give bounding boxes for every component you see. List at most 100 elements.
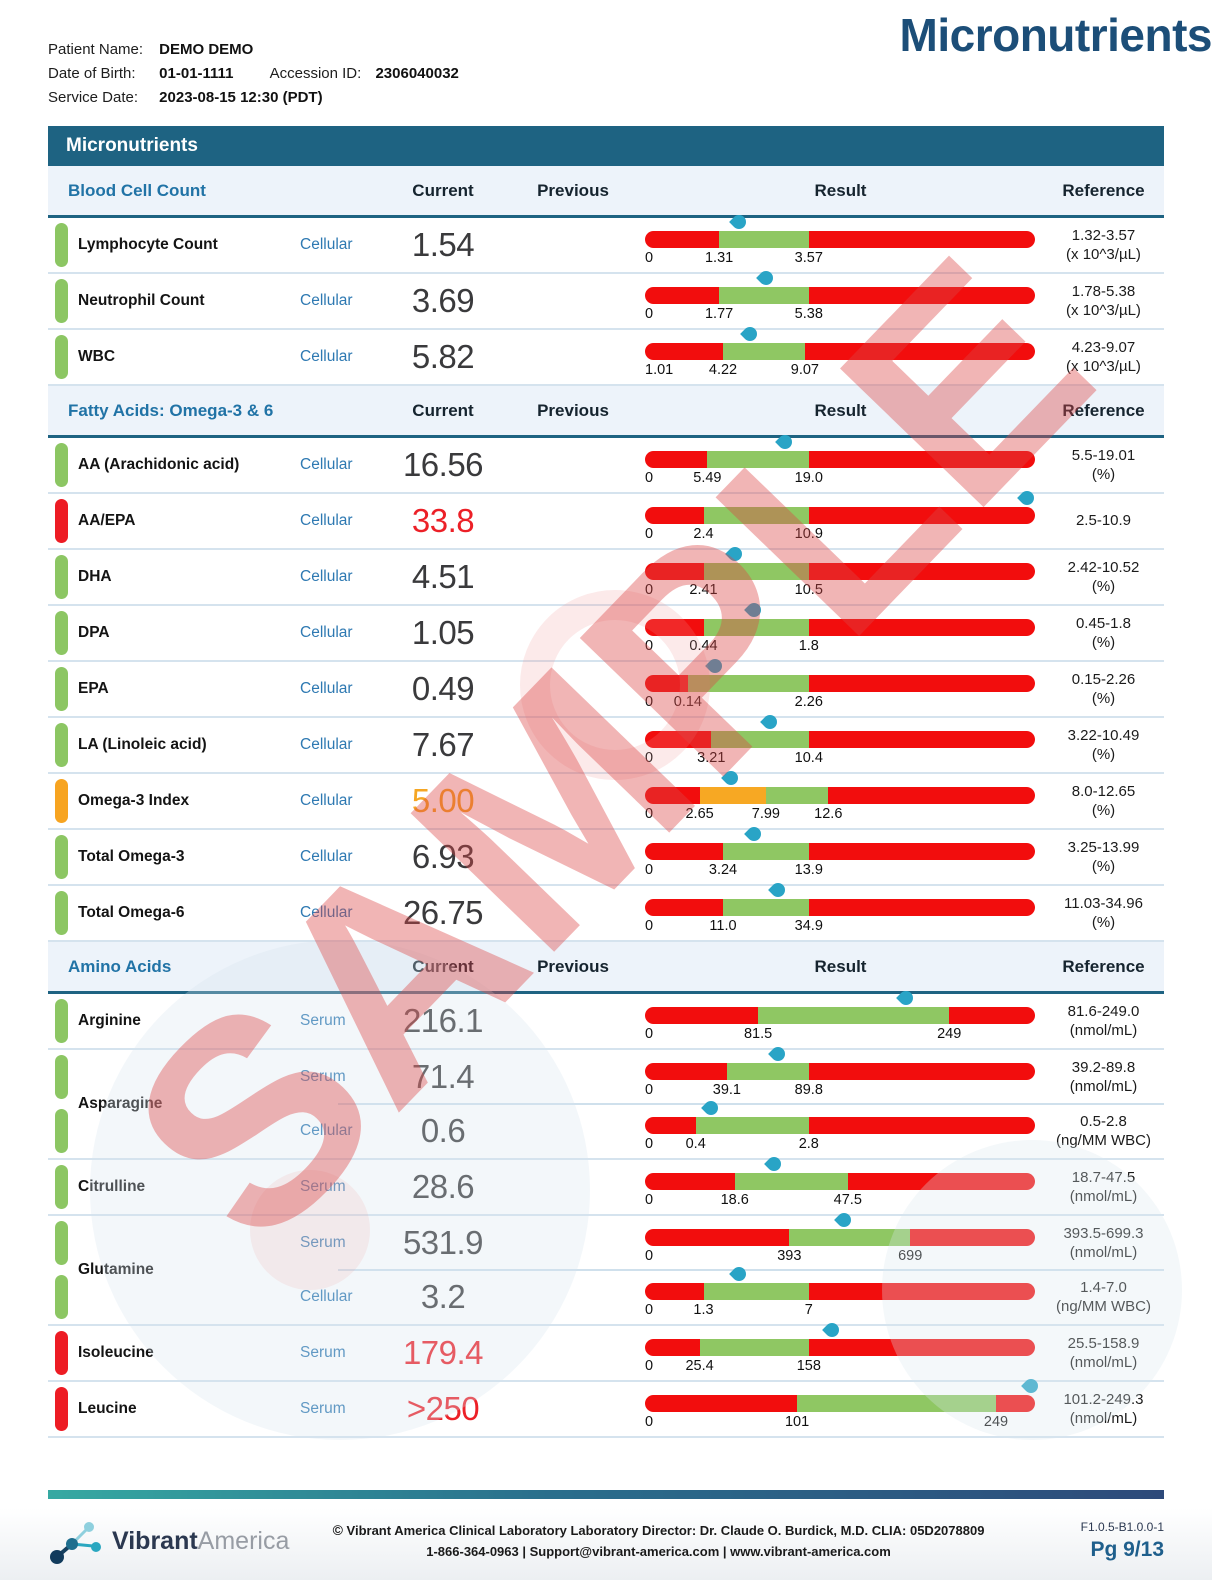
tick-label: 4.22 — [708, 362, 738, 378]
reference: 0.5-2.8 (ng/MM WBC) — [1043, 1112, 1164, 1151]
result-bar-wrap: 0 5.49 19.0 — [638, 432, 1043, 492]
reference: 25.5-158.9 (nmol/mL) — [1043, 1334, 1164, 1373]
bar-segment — [645, 1117, 696, 1134]
test-name: Isoleucine — [78, 1344, 154, 1362]
tick-label: 0 — [645, 306, 654, 322]
sample-type: Cellular — [300, 512, 353, 529]
tick-label: 5.49 — [693, 470, 722, 486]
bar-segment — [949, 1007, 1035, 1024]
accent-bar — [55, 443, 68, 487]
result-bar-wrap: 0 2.4 10.9 — [638, 488, 1043, 548]
test-row: DPA Cellular 1.05 0 0.44 1.8 0.45-1.8 (%) — [48, 600, 1164, 662]
bar-segment — [703, 1283, 809, 1300]
sample-type: Serum — [300, 1068, 346, 1085]
measure-row: Cellular 33.8 0 2.4 10.9 2.5-10.9 — [48, 488, 1164, 548]
tick-label: 3.21 — [697, 750, 726, 766]
result-bar — [645, 843, 1035, 860]
results-table: Blood Cell Count Current Previous Result Ref… — [48, 166, 1164, 1438]
test-name: LA (Linoleic acid) — [78, 736, 207, 754]
tick-label: 0 — [645, 750, 654, 766]
reference: 1.4-7.0 (ng/MM WBC) — [1043, 1278, 1164, 1317]
reference-range: 25.5-158.9 — [1067, 1334, 1140, 1352]
result-bar-area: 0 3.24 13.9 — [645, 824, 1035, 884]
sample-type: Serum — [300, 1344, 346, 1361]
current-value: 33.8 — [411, 502, 475, 539]
tick-label: 81.5 — [743, 1026, 773, 1042]
bar-segment — [847, 1173, 1035, 1190]
reference-range: 101.2-249.3 — [1063, 1390, 1144, 1408]
reference: 0.45-1.8 (%) — [1043, 614, 1164, 653]
lab-director-line: Vibrant America Clinical Laboratory Labo… — [346, 1523, 985, 1538]
current-value: 71.4 — [411, 1058, 475, 1095]
service-date-value: 2023-08-15 12:30 (PDT) — [159, 89, 323, 106]
result-bar-wrap: 0 39.1 89.8 — [638, 1044, 1043, 1104]
accession-value: 2306040032 — [375, 65, 459, 82]
reference-range: 0.5-2.8 — [1080, 1112, 1127, 1130]
bar-segment — [808, 1063, 1035, 1080]
reference-unit: (x 10^3/µL) — [1066, 246, 1141, 263]
subrow-divider — [338, 1269, 1164, 1271]
result-bar-area: 0 11.0 34.9 — [645, 880, 1035, 940]
bar-segment — [808, 1339, 1035, 1356]
reference-unit: (nmol/mL) — [1069, 1410, 1138, 1427]
report-section-band: Micronutrients — [48, 126, 1164, 166]
result-bar-wrap: 0 2.65 7.99 12.6 — [638, 768, 1043, 828]
tick-label: 0 — [645, 1358, 654, 1374]
tick-label: 0 — [645, 694, 654, 710]
reference-range: 0.15-2.26 — [1071, 670, 1136, 688]
test-name: Omega-3 Index — [78, 792, 190, 810]
test-row: EPA Cellular 0.49 0 0.14 2.26 0.15-2.26 (%) — [48, 656, 1164, 718]
bar-segment — [703, 507, 809, 524]
result-bar-wrap: 0 18.6 47.5 — [638, 1154, 1043, 1214]
tick-label: 1.31 — [704, 250, 734, 266]
test-name: Neutrophil Count — [78, 292, 205, 310]
bar-segment — [645, 675, 688, 692]
tick-label: 0 — [645, 806, 654, 822]
bar-segment — [828, 787, 1035, 804]
reference-range: 0.45-1.8 — [1075, 614, 1132, 632]
tick-label: 47.5 — [833, 1192, 862, 1208]
measure-row: Cellular 1.54 0 1.31 3.57 1.32-3.57 (x 10^3/µL… — [48, 212, 1164, 272]
current-value: 531.9 — [402, 1224, 484, 1261]
bar-segment — [995, 1395, 1035, 1412]
reference: 1.32-3.57 (x 10^3/µL) — [1043, 226, 1164, 265]
reference-unit: (%) — [1091, 634, 1116, 651]
bar-segment — [645, 563, 704, 580]
bar-segment — [645, 731, 712, 748]
result-bar-area: 0 1.77 5.38 — [645, 268, 1035, 328]
reference: 18.7-47.5 (nmol/mL) — [1043, 1168, 1164, 1207]
tick-label: 0 — [645, 1248, 654, 1264]
patient-name-value: DEMO DEMO — [159, 41, 254, 58]
tick-label: 2.26 — [794, 694, 823, 710]
accent-bar — [55, 1165, 68, 1209]
bar-segment — [699, 787, 766, 804]
result-bar — [645, 1007, 1035, 1024]
result-bar-wrap: 0 2.41 10.5 — [638, 544, 1043, 604]
column-header-previous: Previous — [537, 956, 609, 976]
tick-label: 1.01 — [645, 362, 674, 378]
bar-segment — [808, 231, 1035, 248]
accent-bar — [55, 279, 68, 323]
reference-unit: (%) — [1091, 746, 1116, 763]
result-bar-area: 0 0.44 1.8 — [645, 600, 1035, 660]
section-header: Amino Acids Current Previous Result Referenc… — [48, 942, 1164, 994]
reference: 3.25-13.99 (%) — [1043, 838, 1164, 877]
result-bar-area: 0 25.4 158 — [645, 1320, 1035, 1380]
reference-range: 5.5-19.01 — [1071, 446, 1136, 464]
bar-segment — [808, 619, 1035, 636]
reference-unit: (nmol/mL) — [1069, 1354, 1138, 1371]
tick-label: 101 — [784, 1414, 810, 1430]
reference: 2.5-10.9 — [1043, 511, 1164, 531]
column-header-reference: Reference — [1062, 956, 1145, 976]
sample-type: Cellular — [300, 904, 353, 921]
test-name: Total Omega-3 — [78, 848, 185, 866]
bar-segment — [687, 675, 809, 692]
measure-row: Serum 28.6 0 18.6 47.5 18.7-47.5 (nmol/mL) — [48, 1154, 1164, 1214]
accent-bar — [55, 1331, 68, 1375]
bar-segment — [645, 1173, 735, 1190]
bar-segment — [808, 451, 1035, 468]
accent-bar — [55, 1275, 68, 1319]
bar-segment — [808, 1283, 1035, 1300]
result-bar-wrap: 0 1.31 3.57 — [638, 212, 1043, 272]
